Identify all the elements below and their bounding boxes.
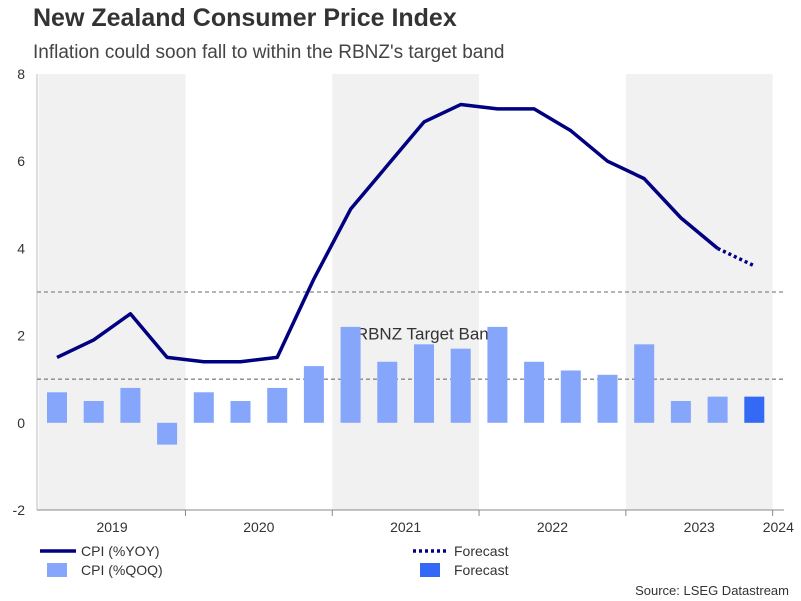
qoq-bar bbox=[267, 387, 288, 423]
x-tick-2021: 2021 bbox=[390, 519, 421, 535]
qoq-bar bbox=[157, 422, 178, 445]
forecast-line-path bbox=[716, 246, 756, 268]
qoq-bar bbox=[303, 366, 324, 423]
y-tick--2: -2 bbox=[13, 502, 26, 518]
x-tick-2023: 2023 bbox=[684, 519, 715, 535]
legend-label: CPI (%YOY) bbox=[81, 543, 160, 559]
qoq-bars bbox=[47, 326, 765, 445]
yoy-line bbox=[56, 102, 756, 364]
legend-label: CPI (%QOQ) bbox=[81, 562, 163, 578]
qoq-bar bbox=[83, 401, 104, 423]
qoq-bar bbox=[670, 401, 691, 423]
qoq-bar bbox=[230, 401, 251, 423]
y-tick-6: 6 bbox=[17, 153, 25, 169]
shade-2023 bbox=[625, 74, 773, 510]
x-axis: 2019 2020 2021 2022 2023 2024 bbox=[37, 509, 794, 535]
x-tick-2019: 2019 bbox=[96, 519, 127, 535]
y-tick-2: 2 bbox=[17, 328, 25, 344]
target-band: RBNZ Target Band bbox=[37, 291, 784, 380]
legend: CPI (%YOY) CPI (%QOQ) Forecast Forecast bbox=[40, 543, 509, 578]
qoq-bar bbox=[524, 361, 545, 423]
y-axis: 8 6 4 2 0 -2 bbox=[13, 66, 38, 518]
y-tick-4: 4 bbox=[17, 240, 25, 256]
legend-swatch-bar bbox=[420, 563, 440, 577]
legend-label: Forecast bbox=[454, 562, 509, 578]
qoq-bar bbox=[193, 392, 214, 423]
band-label: RBNZ Target Band bbox=[356, 325, 498, 344]
qoq-bar bbox=[414, 344, 434, 423]
qoq-bar bbox=[487, 326, 508, 423]
yoy-line-path bbox=[56, 102, 719, 364]
y-tick-8: 8 bbox=[17, 66, 25, 82]
qoq-bar bbox=[377, 361, 398, 423]
shade-2021 bbox=[332, 74, 480, 510]
qoq-bar bbox=[560, 370, 581, 423]
qoq-bar bbox=[120, 387, 141, 423]
x-tick-2020: 2020 bbox=[243, 519, 274, 535]
x-tick-2022: 2022 bbox=[537, 519, 568, 535]
chart-subtitle: Inflation could soon fall to within the … bbox=[33, 42, 505, 63]
qoq-bar bbox=[47, 392, 67, 423]
legend-label: Forecast bbox=[454, 543, 509, 559]
qoq-bar bbox=[340, 326, 361, 423]
legend-swatch-bar bbox=[47, 563, 67, 577]
qoq-bar bbox=[634, 344, 655, 423]
qoq-bar bbox=[450, 348, 471, 423]
chart-title: New Zealand Consumer Price Index bbox=[33, 4, 457, 32]
qoq-bar bbox=[597, 374, 618, 423]
x-tick-2024: 2024 bbox=[763, 519, 794, 535]
year-shading bbox=[38, 74, 773, 510]
qoq-forecast-bar bbox=[744, 396, 765, 423]
qoq-bar bbox=[707, 396, 728, 423]
y-tick-0: 0 bbox=[17, 415, 25, 431]
source-note: Source: LSEG Datastream bbox=[635, 583, 789, 598]
